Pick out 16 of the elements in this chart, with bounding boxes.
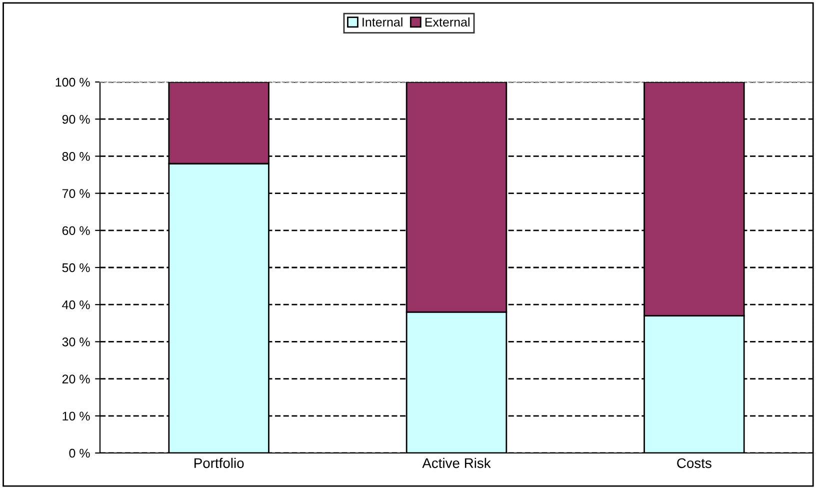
y-tick-label: 0 % xyxy=(69,448,90,458)
y-tick-label: 20 % xyxy=(62,374,90,384)
legend-label: External xyxy=(425,17,470,27)
y-tick-label: 70 % xyxy=(62,189,90,198)
x-tick-label: Portfolio xyxy=(194,458,244,468)
x-tick-label: Active Risk xyxy=(422,458,491,468)
y-tick-label: 30 % xyxy=(62,338,90,346)
y-tick-label: 10 % xyxy=(62,412,90,421)
y-tick-label: 40 % xyxy=(62,300,90,310)
y-tick-label: 90 % xyxy=(62,114,90,124)
y-tick-label: 50 % xyxy=(62,263,90,272)
y-tick-label: 60 % xyxy=(62,226,90,236)
x-tick-label: Costs xyxy=(677,458,712,468)
y-tick-label: 100 % xyxy=(56,78,90,87)
legend-label: Internal xyxy=(362,17,402,27)
y-tick-label: 80 % xyxy=(62,152,90,161)
